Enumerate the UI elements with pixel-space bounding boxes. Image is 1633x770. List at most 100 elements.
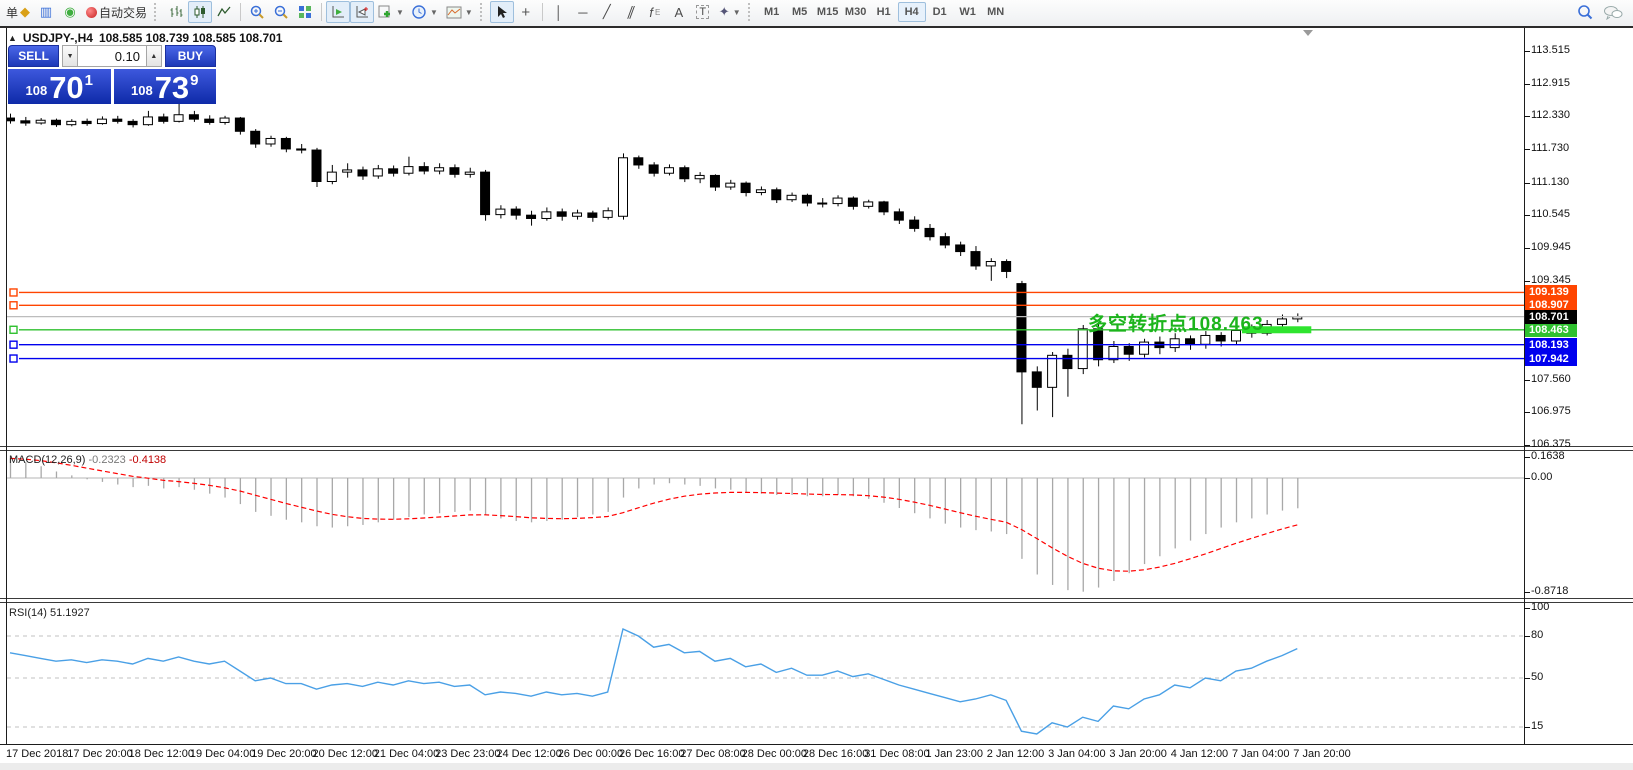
arrows-tool[interactable]: ✦ ▼ [715, 1, 745, 23]
signals-button[interactable]: ◉ [58, 1, 82, 23]
indicators-button[interactable]: ▼ [374, 1, 408, 23]
zoom-out-button[interactable] [269, 1, 293, 23]
macd-signal-line [9, 457, 1298, 572]
rsi-tick-label: 15 [1531, 720, 1544, 732]
candle-body [127, 120, 138, 126]
template-icon [446, 6, 462, 18]
dropdown-caret[interactable]: ▼ [396, 7, 404, 17]
candle-body [372, 168, 383, 177]
periods-button[interactable]: ▼ [408, 1, 442, 23]
dropdown-caret[interactable]: ▼ [732, 7, 741, 17]
timeframe-button-M15[interactable]: M15 [816, 6, 839, 18]
candle-body [96, 118, 107, 125]
time-axis-label: 3 Jan 04:00 [1048, 748, 1106, 760]
candle-body [158, 116, 169, 122]
price-tick-label-tick [1524, 183, 1530, 184]
clock-icon [412, 4, 426, 19]
main-price-chart[interactable] [7, 28, 1524, 446]
dropdown-caret[interactable]: ▼ [429, 7, 438, 17]
text-label-tool[interactable]: T [691, 1, 715, 23]
dropdown-caret[interactable]: ▼ [464, 7, 473, 17]
sell-quote-panel[interactable]: 108 70 1 [8, 69, 111, 104]
volume-input[interactable] [78, 45, 146, 67]
line-anchor-handle [9, 340, 18, 349]
cursor-tool-button[interactable] [489, 1, 514, 23]
timeframe-button-W1[interactable]: W1 [959, 6, 976, 18]
timeframe-button-H1[interactable]: H1 [876, 6, 891, 18]
line-chart-type-button[interactable] [212, 1, 236, 23]
timeframe-button-M30[interactable]: M30 [844, 6, 867, 18]
chart-shift-marker[interactable] [1303, 30, 1313, 36]
new-order-button[interactable]: 单 ◆ [2, 1, 34, 23]
tile-windows-icon [299, 6, 312, 18]
auto-scroll-button[interactable] [326, 1, 351, 23]
line-anchor-handle [9, 288, 18, 297]
rsi-tick-label-tick [1524, 636, 1530, 637]
candle-body [112, 118, 123, 122]
hline-price-label: 108.907 [1525, 298, 1577, 312]
price-tick-label-tick [1524, 281, 1530, 282]
tile-windows-button[interactable] [293, 1, 317, 23]
timeframe-button-MN[interactable]: MN [987, 6, 1005, 18]
volume-increase-button[interactable]: ▲ [146, 45, 162, 67]
price-tick-label: 107.560 [1531, 373, 1571, 385]
channel-icon: ∥ [624, 4, 637, 19]
candle-body [296, 148, 307, 151]
timeframe-button-M1[interactable]: M1 [763, 6, 780, 18]
autotrading-button[interactable]: 自动交易 [82, 1, 151, 23]
text-tool[interactable]: A [667, 1, 691, 23]
templates-button[interactable]: ▼ [442, 1, 477, 23]
candle-body [893, 211, 904, 221]
price-tick-label: 112.330 [1531, 109, 1570, 121]
bar-chart-type-button[interactable] [164, 1, 188, 23]
chat-icon[interactable] [1603, 5, 1623, 20]
volume-decrease-button[interactable]: ▼ [62, 45, 78, 67]
candle-body [1276, 318, 1287, 325]
market-watch-button[interactable]: ▥ [34, 1, 58, 23]
price-tick-label: 111.730 [1531, 142, 1570, 154]
panel-splitter[interactable] [0, 446, 1633, 451]
timeframe-button-H4[interactable]: H4 [897, 2, 926, 22]
time-axis-label: 7 Jan 04:00 [1232, 748, 1290, 760]
candle-body [1016, 283, 1027, 373]
macd-label: MACD(12,26,9) -0.2323 -0.4138 [9, 454, 166, 466]
crosshair-tool-button[interactable]: + [514, 1, 538, 23]
candle-body [970, 251, 981, 267]
chart-annotation-text: 多空转折点108.463 [1088, 314, 1264, 335]
candle-body [817, 202, 828, 205]
candle-body [1108, 345, 1119, 361]
timeframe-button-D1[interactable]: D1 [932, 6, 947, 18]
panel-splitter[interactable] [0, 598, 1633, 603]
candle-body [863, 201, 874, 207]
zoom-in-button[interactable] [245, 1, 269, 23]
time-axis-label: 26 Dec 16:00 [619, 748, 685, 760]
candle-body [1200, 334, 1211, 345]
channel-tool[interactable]: ∥ [619, 1, 643, 23]
horizontal-line-tool[interactable]: ─ [571, 1, 595, 23]
macd-indicator-panel[interactable] [7, 451, 1524, 598]
collapse-arrow-icon[interactable]: ▲ [8, 33, 17, 43]
price-tick-label-tick [1524, 248, 1530, 249]
line-anchor-handle [9, 301, 18, 310]
vline-icon: │ [554, 4, 563, 20]
chart-shift-button[interactable] [350, 1, 375, 23]
macd-tick-label-tick [1524, 457, 1530, 458]
highlight-segment [1242, 326, 1312, 334]
price-tick-label: 106.375 [1531, 438, 1571, 450]
vertical-line-tool[interactable]: │ [547, 1, 571, 23]
search-icon[interactable] [1577, 4, 1593, 20]
sell-button[interactable]: SELL [8, 45, 60, 67]
buy-button[interactable]: BUY [164, 45, 216, 67]
sell-price-pips: 70 [49, 70, 84, 105]
candle-body [357, 169, 368, 177]
buy-quote-panel[interactable]: 108 73 9 [113, 69, 216, 104]
timeframe-button-M5[interactable]: M5 [791, 6, 808, 18]
time-axis-label: 1 Jan 23:00 [925, 748, 984, 760]
rsi-indicator-panel[interactable] [7, 604, 1524, 744]
candle-body [1001, 261, 1012, 272]
line-chart-icon [217, 6, 231, 17]
trendline-tool[interactable]: ╱ [595, 1, 619, 23]
candlestick-chart-type-button[interactable] [188, 1, 213, 23]
hline-price-label: 107.942 [1525, 352, 1577, 366]
